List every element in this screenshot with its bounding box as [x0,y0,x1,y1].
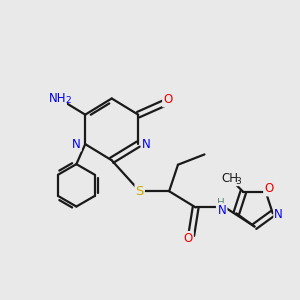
Text: N: N [72,138,81,151]
Text: N: N [274,208,283,221]
Text: 2: 2 [65,96,71,105]
Text: N: N [218,204,226,217]
Text: N: N [142,138,151,151]
Text: O: O [184,232,193,245]
Text: 3: 3 [236,176,241,185]
Text: O: O [163,93,172,106]
Text: CH: CH [221,172,239,185]
Text: H: H [217,198,224,208]
Text: S: S [136,185,144,198]
Text: O: O [264,182,273,196]
Text: NH: NH [49,92,66,105]
